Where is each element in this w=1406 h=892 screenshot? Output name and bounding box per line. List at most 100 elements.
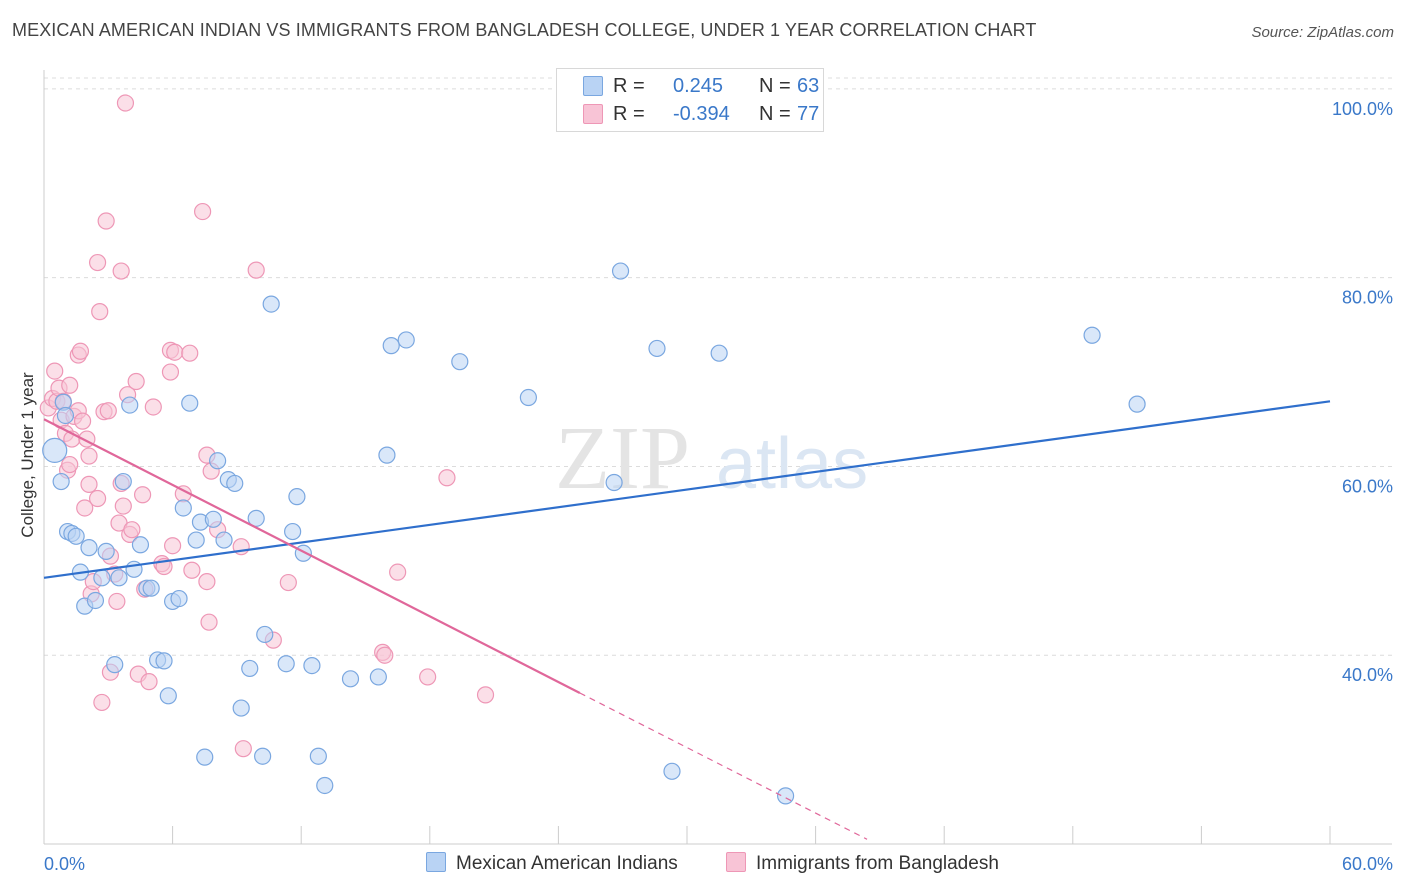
data-point-mexican-american xyxy=(187,531,205,549)
data-point-bangladesh xyxy=(114,497,132,515)
legend-r-value: -0.394 xyxy=(673,103,730,125)
data-point-mexican-american xyxy=(174,499,192,517)
data-point-mexican-american xyxy=(277,655,295,673)
bottom-legend-label-pink: Immigrants from Bangladesh xyxy=(756,853,999,874)
data-point-mexican-american xyxy=(106,656,124,674)
trend-line-bangladesh-extension xyxy=(579,692,868,840)
data-point-mexican-american xyxy=(181,394,199,412)
data-point-mexican-american xyxy=(369,668,387,686)
data-point-mexican-american xyxy=(232,699,250,717)
data-point-mexican-american xyxy=(204,510,222,528)
data-point-bangladesh xyxy=(140,673,158,691)
data-point-bangladesh xyxy=(112,262,130,280)
data-point-mexican-american xyxy=(131,536,150,554)
data-point-mexican-american xyxy=(215,531,233,549)
data-point-bangladesh xyxy=(99,402,117,420)
data-point-bangladesh xyxy=(144,398,162,416)
data-point-bangladesh xyxy=(376,646,394,664)
series-mexican-american-points xyxy=(42,262,1146,805)
data-point-bangladesh xyxy=(73,412,92,430)
data-point-mexican-american xyxy=(341,670,360,688)
data-point-mexican-american xyxy=(309,747,327,765)
data-point-mexican-american xyxy=(121,396,139,414)
bottom-legend-series2: Immigrants from Bangladesh xyxy=(726,852,999,875)
data-point-bangladesh xyxy=(181,344,199,362)
data-point-bangladesh xyxy=(80,447,98,465)
legend-r-label: R = xyxy=(613,75,645,97)
legend-n-label: N = xyxy=(759,75,791,97)
data-point-bangladesh xyxy=(198,572,216,591)
watermark-zip: ZIP xyxy=(555,409,690,508)
legend-swatch-pink xyxy=(583,104,603,124)
data-point-mexican-american xyxy=(1128,395,1146,413)
data-point-mexican-american xyxy=(226,474,244,493)
data-point-mexican-american xyxy=(42,437,68,463)
y-axis-title: College, Under 1 year xyxy=(18,372,37,538)
data-point-bangladesh xyxy=(46,362,64,380)
bottom-legend-swatch-blue xyxy=(426,852,446,872)
bottom-legend-label-blue: Mexican American Indians xyxy=(456,853,678,874)
data-point-mexican-american xyxy=(247,509,265,527)
grid-lines xyxy=(44,77,1392,656)
data-point-bangladesh xyxy=(194,202,212,221)
legend-box: R = 0.245 N = 63 R = -0.394 N = 77 xyxy=(556,68,824,132)
data-point-bangladesh xyxy=(116,94,135,112)
data-point-mexican-american xyxy=(241,659,259,678)
y-tick-label: 100.0% xyxy=(1332,99,1393,119)
data-point-mexican-american xyxy=(378,446,396,464)
data-point-bangladesh xyxy=(108,592,126,611)
legend-n-value: 77 xyxy=(797,103,820,125)
data-point-mexican-american xyxy=(86,591,105,610)
bottom-legend-series1: Mexican American Indians xyxy=(426,852,678,875)
data-point-mexican-american xyxy=(303,657,321,675)
data-point-mexican-american xyxy=(52,472,70,491)
data-point-bangladesh xyxy=(279,573,297,592)
data-point-mexican-american xyxy=(196,748,214,766)
data-point-bangladesh xyxy=(200,613,218,631)
data-point-bangladesh xyxy=(61,455,79,474)
data-point-bangladesh xyxy=(234,740,252,758)
data-point-mexican-american xyxy=(288,488,306,506)
data-point-bangladesh xyxy=(389,563,407,581)
data-point-bangladesh xyxy=(438,469,456,487)
data-point-bangladesh xyxy=(93,693,111,712)
data-point-bangladesh xyxy=(88,489,107,508)
chart-title: MEXICAN AMERICAN INDIAN VS IMMIGRANTS FR… xyxy=(12,20,1037,40)
data-point-mexican-american xyxy=(155,652,173,670)
trend-line-mexican-american xyxy=(43,400,1331,579)
data-point-mexican-american xyxy=(93,569,111,587)
data-point-bangladesh xyxy=(76,499,94,517)
y-tick-label: 80.0% xyxy=(1342,288,1393,308)
data-point-mexican-american xyxy=(397,331,415,349)
trend-line-bangladesh xyxy=(43,418,581,694)
legend-r-label: R = xyxy=(613,103,645,125)
data-point-mexican-american xyxy=(262,295,280,313)
x-tick-label-min: 0.0% xyxy=(44,854,85,874)
data-point-bangladesh xyxy=(166,343,184,361)
trend-lines xyxy=(43,400,1331,840)
data-point-bangladesh xyxy=(88,253,107,272)
data-point-mexican-american xyxy=(605,473,623,492)
legend-r-value: 0.245 xyxy=(673,75,724,97)
data-point-bangladesh xyxy=(91,303,109,321)
data-point-mexican-american xyxy=(209,452,227,470)
y-tick-label: 60.0% xyxy=(1342,476,1393,496)
data-point-mexican-american xyxy=(663,762,681,780)
data-point-bangladesh xyxy=(61,376,79,394)
x-tick-label-max: 60.0% xyxy=(1342,854,1393,874)
data-point-mexican-american xyxy=(284,522,302,541)
data-point-bangladesh xyxy=(123,521,141,539)
watermark-atlas: atlas xyxy=(716,424,868,504)
data-point-mexican-american xyxy=(114,472,132,491)
data-point-bangladesh xyxy=(97,212,115,230)
data-point-bangladesh xyxy=(247,261,265,279)
data-point-bangladesh xyxy=(133,486,152,504)
data-point-mexican-american xyxy=(97,542,115,560)
data-point-bangladesh xyxy=(127,372,145,391)
data-point-mexican-american xyxy=(382,337,400,355)
data-point-bangladesh xyxy=(419,668,437,686)
data-point-mexican-american xyxy=(256,625,274,644)
data-point-mexican-american xyxy=(56,406,75,425)
data-point-mexican-american xyxy=(159,687,177,705)
